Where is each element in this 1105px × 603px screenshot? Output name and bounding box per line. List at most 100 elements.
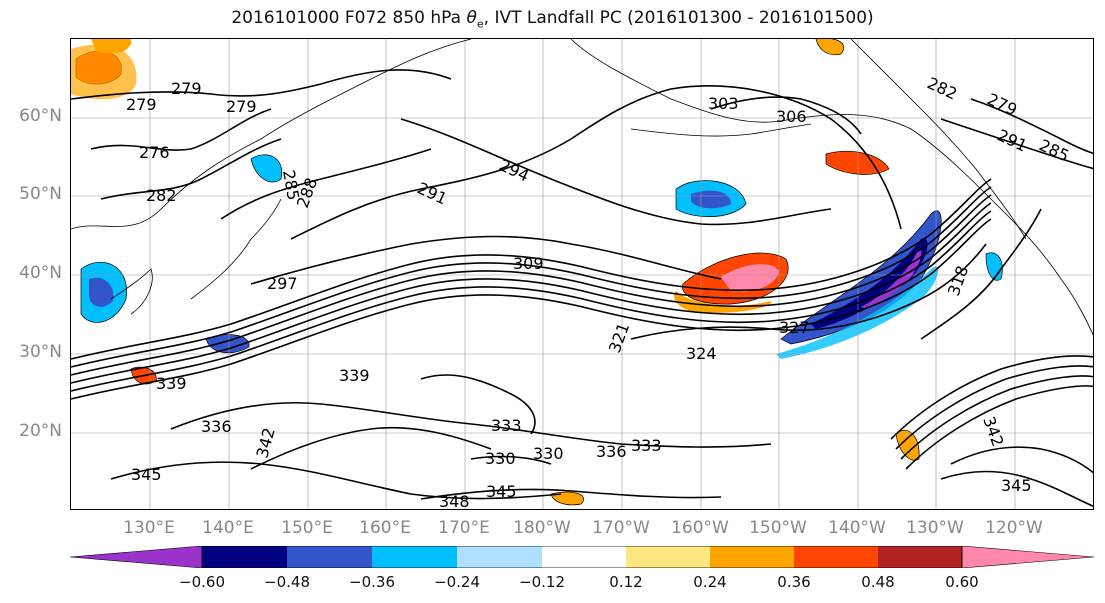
contour-348 xyxy=(420,488,722,500)
lon-label-130w: 130°W xyxy=(906,518,964,538)
contour-276 xyxy=(90,108,272,151)
colorbar-tick-label: 0.36 xyxy=(777,573,811,591)
contour-282 xyxy=(100,138,282,200)
colorbar-tick-label: −0.48 xyxy=(264,573,310,591)
colorbar-tick-label: 0.12 xyxy=(609,573,643,591)
contour-label: 327 xyxy=(779,318,810,337)
contour-label: 279 xyxy=(126,95,157,114)
colorbar-outline xyxy=(201,546,963,568)
shade-positive-kamchatka-halo xyxy=(71,44,137,100)
contour-east-jet-4 xyxy=(905,385,1093,470)
contour-label: 297 xyxy=(267,274,298,293)
colorbar-tick-label: 0.24 xyxy=(693,573,727,591)
contour-east-jet-1 xyxy=(890,355,1093,440)
contour-jet-5 xyxy=(71,210,992,392)
contour-label: 279 xyxy=(171,79,202,98)
contour-label: 324 xyxy=(686,344,717,363)
contour-342 xyxy=(250,426,492,470)
colorbar-seg-7 xyxy=(710,546,794,568)
colorbar-seg-3 xyxy=(372,546,457,568)
contour-label: 342 xyxy=(979,414,1007,449)
contour-label: 345 xyxy=(486,482,517,501)
contour-label: 348 xyxy=(439,492,470,510)
colorbar-seg-10 xyxy=(961,546,1094,568)
colorbar-seg-6 xyxy=(626,546,710,568)
shade-negative-east-china xyxy=(205,334,250,354)
contour-label: 309 xyxy=(513,254,544,273)
shade-positive-core xyxy=(721,264,779,292)
contour-label: 321 xyxy=(605,320,633,355)
contour-label: 342 xyxy=(253,426,279,460)
contour-291-east xyxy=(940,118,1093,170)
contour-label: 336 xyxy=(201,417,232,436)
contour-label: 279 xyxy=(984,89,1020,119)
contour-336 xyxy=(170,401,772,448)
contour-label: 303 xyxy=(708,94,739,113)
contour-303-alaska xyxy=(710,96,862,135)
contour-291 xyxy=(290,85,902,240)
shade-positive-hawaii-east xyxy=(895,429,920,461)
contour-jet-6 xyxy=(71,218,992,400)
contour-jet-4 xyxy=(71,202,992,384)
colorbar-seg-0 xyxy=(70,546,203,568)
lon-label-140w: 140°W xyxy=(828,518,886,538)
contour-label: 294 xyxy=(496,155,532,185)
contour-294 xyxy=(400,118,832,226)
contour-279 xyxy=(71,69,452,100)
colorbar-tick-label: −0.60 xyxy=(179,573,225,591)
contour-297 xyxy=(250,235,722,285)
map-panel: 279 279 279 276 282 285 288 291 294 297 … xyxy=(70,38,1094,510)
lon-label-170w: 170°W xyxy=(592,518,650,538)
shade-negative-light xyxy=(776,266,939,359)
coast-north-america xyxy=(850,39,1027,240)
shade-positive-alaska-coast xyxy=(815,39,844,56)
lon-label-180w: 180°W xyxy=(513,518,571,538)
contour-label: 330 xyxy=(485,449,516,468)
colorbar-seg-9 xyxy=(878,546,962,568)
colorbar-tick-label: −0.36 xyxy=(349,573,395,591)
colorbar-tick-label: −0.24 xyxy=(434,573,480,591)
lat-label-50n: 50°N xyxy=(19,184,62,204)
contour-label: 339 xyxy=(156,374,187,393)
contours xyxy=(71,69,1093,507)
coast-alaska xyxy=(570,39,1093,336)
coast-japan xyxy=(190,198,282,300)
shade-negative-siberia xyxy=(250,154,283,183)
shade-negative-japan-core xyxy=(89,277,114,307)
contour-label: 336 xyxy=(596,442,627,461)
contour-330 xyxy=(470,455,552,465)
contour-345-east xyxy=(940,470,1093,507)
coastlines xyxy=(71,39,1093,336)
coast-korea xyxy=(110,268,153,315)
contour-288 xyxy=(220,148,432,220)
contour-jet-2 xyxy=(71,186,992,368)
lon-label-160w: 160°W xyxy=(671,518,729,538)
colorbar-seg-1 xyxy=(202,546,287,568)
lon-label-150w: 150°W xyxy=(749,518,807,538)
contour-label: 279 xyxy=(226,97,257,116)
contour-342-east xyxy=(950,446,1093,474)
figure-title: 2016101000 F072 850 hPa θe, IVT Landfall… xyxy=(231,8,874,31)
contour-327 xyxy=(630,243,987,340)
contour-label: 345 xyxy=(131,465,162,484)
lat-label-20n: 20°N xyxy=(19,421,62,441)
colorbar xyxy=(70,546,1094,568)
colorbar-seg-8 xyxy=(794,546,878,568)
contour-333 xyxy=(420,374,536,435)
shade-positive-halo xyxy=(674,291,772,313)
contour-label: 291 xyxy=(414,178,450,208)
lat-label-40n: 40°N xyxy=(19,263,62,283)
shade-negative-baja xyxy=(985,252,1003,281)
contour-east-jet-2 xyxy=(895,365,1093,450)
contour-label: 339 xyxy=(339,366,370,385)
lon-label-150e: 150°E xyxy=(281,518,333,538)
contour-jet-1 xyxy=(71,178,992,360)
shade-positive-alaska xyxy=(825,150,890,175)
colorbar-tick-label: −0.12 xyxy=(519,573,565,591)
contour-label: 318 xyxy=(944,263,972,298)
colorbar-seg-4 xyxy=(457,546,542,568)
lon-label-160e: 160°E xyxy=(359,518,411,538)
contour-label: 282 xyxy=(146,186,177,205)
shade-positive-nw xyxy=(91,39,132,54)
colorbar-tick-label: 0.48 xyxy=(861,573,895,591)
